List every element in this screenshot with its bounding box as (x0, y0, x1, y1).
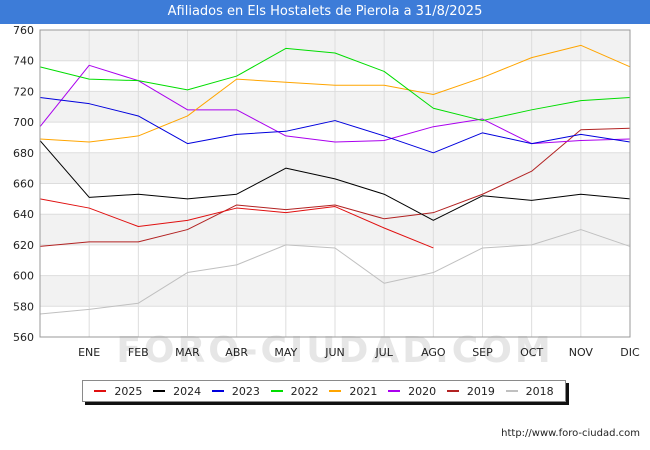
legend-item-2020: 2020 (388, 385, 436, 398)
y-tick-label: 640 (13, 208, 34, 221)
x-tick-label: NOV (569, 346, 594, 359)
legend: 2025 2024 2023 2022 2021 2020 2019 2018 (82, 380, 566, 402)
y-tick-label: 600 (13, 270, 34, 283)
series-line-2022 (39, 47, 631, 122)
series-line-2025 (39, 198, 434, 249)
series-line-2021 (39, 44, 631, 143)
x-tick-label: DIC (620, 346, 640, 359)
y-tick-label: 580 (13, 300, 34, 313)
legend-swatch (94, 390, 107, 392)
y-tick-label: 660 (13, 178, 34, 191)
y-tick-label: 760 (13, 24, 34, 37)
legend-label: 2018 (525, 384, 554, 398)
x-tick-label: SEP (472, 346, 493, 359)
legend-item-2023: 2023 (211, 384, 260, 398)
legend-item-2022: 2022 (270, 384, 319, 398)
plot-frame (39, 29, 631, 338)
x-tick-label: AGO (421, 346, 446, 359)
legend-label: 2020 (408, 384, 437, 398)
legend-swatch (505, 390, 518, 392)
legend-item-2024: 2024 (153, 385, 201, 398)
y-tick-label: 720 (13, 85, 34, 98)
legend-item-2018: 2018 (505, 384, 554, 398)
x-tick-label: MAR (175, 346, 200, 359)
series-lines (39, 44, 631, 315)
y-tick-label: 740 (13, 55, 34, 68)
y-axis-ticks: 560 580 600 620 640 660 680 700 720 740 760 (13, 24, 34, 344)
legend-swatch (329, 390, 342, 392)
legend-swatch (446, 390, 459, 392)
legend-item-2019: 2019 (446, 384, 495, 398)
x-tick-label: FEB (128, 346, 149, 359)
legend-swatch (211, 390, 224, 392)
legend-swatch (153, 390, 166, 392)
y-tick-label: 680 (13, 147, 34, 160)
y-tick-label: 700 (13, 116, 34, 129)
legend-label: 2021 (349, 384, 378, 398)
legend-label: 2022 (290, 384, 319, 398)
series-line-2024 (39, 140, 631, 221)
x-axis-ticks: ENE FEB MAR ABR MAY JUN JUL AGO SEP OCT NOV DIC (78, 346, 640, 359)
legend-item-2025: 2025 (94, 385, 142, 398)
y-tick-label: 560 (13, 331, 34, 344)
x-tick-label: ENE (78, 346, 100, 359)
legend-label: 2025 (114, 384, 143, 398)
x-tick-label: MAY (274, 346, 297, 359)
legend-item-2021: 2021 (329, 385, 377, 398)
series-line-2023 (39, 97, 631, 154)
title-bar: Afiliados en Els Hostalets de Pierola a … (0, 0, 650, 24)
x-tick-label: ABR (225, 346, 248, 359)
source-link[interactable]: http://www.foro-ciudad.com (501, 428, 640, 439)
series-line-2018 (39, 229, 631, 315)
legend-swatch (270, 390, 283, 392)
x-tick-label: JUL (374, 346, 393, 359)
chart-title: Afiliados en Els Hostalets de Pierola a … (167, 4, 483, 19)
legend-label: 2023 (231, 384, 260, 398)
legend-swatch (388, 390, 401, 392)
x-tick-label: JUN (324, 346, 345, 359)
series-line-2019 (39, 127, 631, 247)
legend-label: 2024 (173, 384, 202, 398)
legend-label: 2019 (466, 384, 495, 398)
x-tick-label: OCT (520, 346, 543, 359)
y-tick-label: 620 (13, 239, 34, 252)
